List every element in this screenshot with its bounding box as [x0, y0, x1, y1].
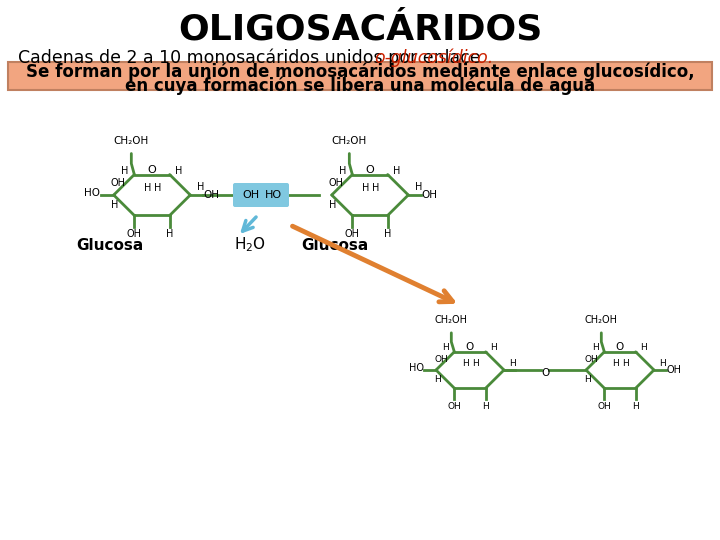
Text: H: H [384, 230, 392, 239]
Text: H: H [434, 375, 441, 384]
Text: H: H [660, 359, 666, 368]
Text: H: H [472, 359, 479, 368]
Text: HO: HO [84, 188, 99, 198]
Text: CH₂OH: CH₂OH [332, 136, 367, 146]
Text: H: H [338, 166, 346, 176]
Text: CH₂OH: CH₂OH [585, 315, 618, 325]
Text: OH: OH [329, 178, 343, 188]
Text: OH: OH [111, 178, 126, 188]
Text: H: H [510, 359, 516, 368]
Text: OH: OH [421, 190, 437, 200]
Text: H$_2$O: H$_2$O [234, 235, 266, 254]
Text: OH: OH [345, 230, 360, 239]
Text: H: H [143, 183, 151, 193]
Text: H: H [640, 343, 647, 352]
Text: H: H [166, 230, 174, 239]
Text: OH: OH [598, 402, 611, 410]
Text: H: H [482, 402, 489, 410]
Text: H: H [121, 166, 128, 176]
Text: OH: OH [127, 230, 142, 239]
Text: HO: HO [408, 363, 423, 373]
Text: H: H [197, 182, 204, 192]
Text: Cadenas de 2 a 10 monosacáridos unidos por enlace: Cadenas de 2 a 10 monosacáridos unidos p… [18, 49, 486, 68]
Text: H: H [613, 359, 619, 368]
Text: H: H [442, 343, 449, 352]
Text: H: H [584, 375, 591, 384]
Text: Glucosa: Glucosa [302, 238, 369, 253]
Text: H: H [175, 166, 182, 176]
Text: OH: OH [203, 190, 220, 200]
FancyBboxPatch shape [8, 62, 712, 90]
Text: OH: OH [434, 354, 448, 363]
Text: H: H [361, 183, 369, 193]
Text: HO: HO [264, 190, 282, 200]
Text: o-glucosídico.: o-glucosídico. [374, 49, 493, 68]
Text: H: H [415, 182, 422, 192]
Text: H: H [622, 359, 629, 368]
FancyBboxPatch shape [233, 183, 289, 207]
Text: en cuya formación se libera una molécula de agua: en cuya formación se libera una molécula… [125, 77, 595, 95]
Text: O: O [148, 165, 156, 174]
Text: OH: OH [447, 402, 462, 410]
Text: O: O [366, 165, 374, 174]
Text: O: O [466, 342, 474, 352]
Text: H: H [111, 200, 118, 210]
Text: H: H [372, 183, 379, 193]
Text: H: H [462, 359, 469, 368]
Text: H: H [154, 183, 161, 193]
Text: Se forman por la unión de monosacáridos mediante enlace glucosídico,: Se forman por la unión de monosacáridos … [26, 63, 694, 81]
Text: OH: OH [584, 354, 598, 363]
Text: CH₂OH: CH₂OH [114, 136, 149, 146]
Text: H: H [393, 166, 400, 176]
Text: H: H [329, 200, 336, 210]
Text: O: O [541, 368, 549, 378]
Text: CH₂OH: CH₂OH [435, 315, 468, 325]
Text: OH: OH [667, 365, 681, 375]
Text: H: H [592, 343, 599, 352]
Text: H: H [632, 402, 639, 410]
Text: OH: OH [243, 190, 260, 200]
Text: H: H [490, 343, 497, 352]
Text: OLIGOSACÁRIDOS: OLIGOSACÁRIDOS [178, 13, 542, 47]
Text: Glucosa: Glucosa [76, 238, 143, 253]
Text: O: O [616, 342, 624, 352]
